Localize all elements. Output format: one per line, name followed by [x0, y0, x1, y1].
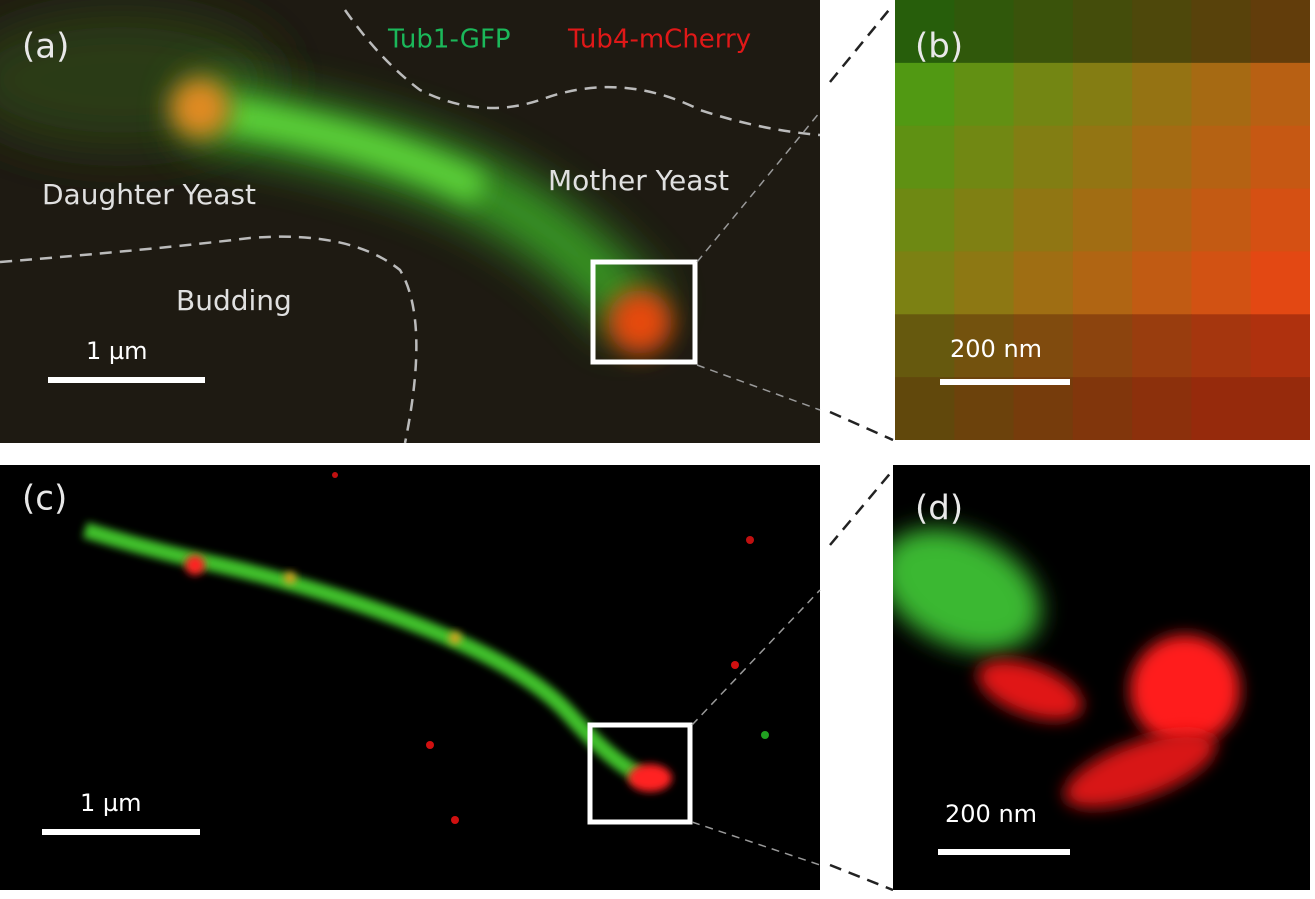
pixel — [954, 377, 1015, 440]
scale-bar-label: 1 µm — [80, 789, 142, 817]
pixel — [954, 188, 1015, 252]
pixel — [895, 377, 955, 440]
pixel — [1072, 188, 1133, 252]
pixel — [1072, 251, 1133, 315]
pixel — [954, 62, 1015, 127]
pixel — [1191, 314, 1252, 378]
pixel — [1250, 314, 1310, 378]
panel-label: (a) — [22, 27, 69, 67]
pixel — [954, 0, 1015, 64]
pixel — [1013, 251, 1074, 315]
region-label: Budding — [176, 284, 292, 317]
panel-label: (c) — [22, 479, 67, 519]
pixel — [1132, 62, 1192, 127]
pixel — [1072, 62, 1133, 127]
pixel — [954, 314, 1015, 378]
pixel — [1191, 377, 1252, 440]
pixel — [1013, 125, 1074, 190]
pixel — [1072, 314, 1133, 378]
pixel — [1250, 0, 1310, 64]
pixel — [895, 251, 955, 315]
pixel — [895, 0, 955, 64]
pixel — [895, 62, 955, 127]
pixel — [895, 314, 955, 378]
pixel — [1250, 188, 1310, 252]
pixel — [1072, 0, 1133, 64]
panel-b — [895, 0, 1310, 440]
scale-bar-label: 200 nm — [945, 800, 1037, 828]
pixel — [895, 188, 955, 252]
pixel — [1191, 62, 1252, 127]
pixel — [1191, 0, 1252, 64]
pixel — [1013, 314, 1074, 378]
pixel — [1191, 188, 1252, 252]
pixel — [1132, 377, 1192, 440]
pixel — [1250, 125, 1310, 190]
panel-label: (b) — [915, 27, 963, 67]
pixel — [954, 251, 1015, 315]
panel-c — [0, 465, 820, 890]
region-label: Mother Yeast — [548, 164, 729, 197]
pixel — [1072, 125, 1133, 190]
pixel — [1132, 0, 1192, 64]
panel-d — [893, 465, 1310, 890]
channel-label: Tub4-mCherry — [567, 25, 751, 55]
panel-label: (d) — [915, 489, 963, 529]
scale-bar-label: 1 µm — [86, 337, 148, 365]
channel-label: Tub1-GFP — [387, 25, 511, 55]
pixel — [1132, 188, 1192, 252]
pixel — [1013, 0, 1074, 64]
panel-a — [0, 0, 820, 443]
pixel — [1132, 125, 1192, 190]
pixel — [1132, 314, 1192, 378]
pixel — [1250, 251, 1310, 315]
scale-bar-label: 200 nm — [950, 335, 1042, 363]
pixel — [1013, 188, 1074, 252]
pixel — [954, 125, 1015, 190]
region-label: Daughter Yeast — [42, 178, 256, 211]
pixel — [1191, 125, 1252, 190]
pixel — [1191, 251, 1252, 315]
pixel — [895, 125, 955, 190]
pixel — [1072, 377, 1133, 440]
pixel — [1250, 377, 1310, 440]
connectors — [691, 4, 894, 892]
pixel — [1013, 377, 1074, 440]
pixel — [1132, 251, 1192, 315]
pixel — [1013, 62, 1074, 127]
pixel — [1250, 62, 1310, 127]
